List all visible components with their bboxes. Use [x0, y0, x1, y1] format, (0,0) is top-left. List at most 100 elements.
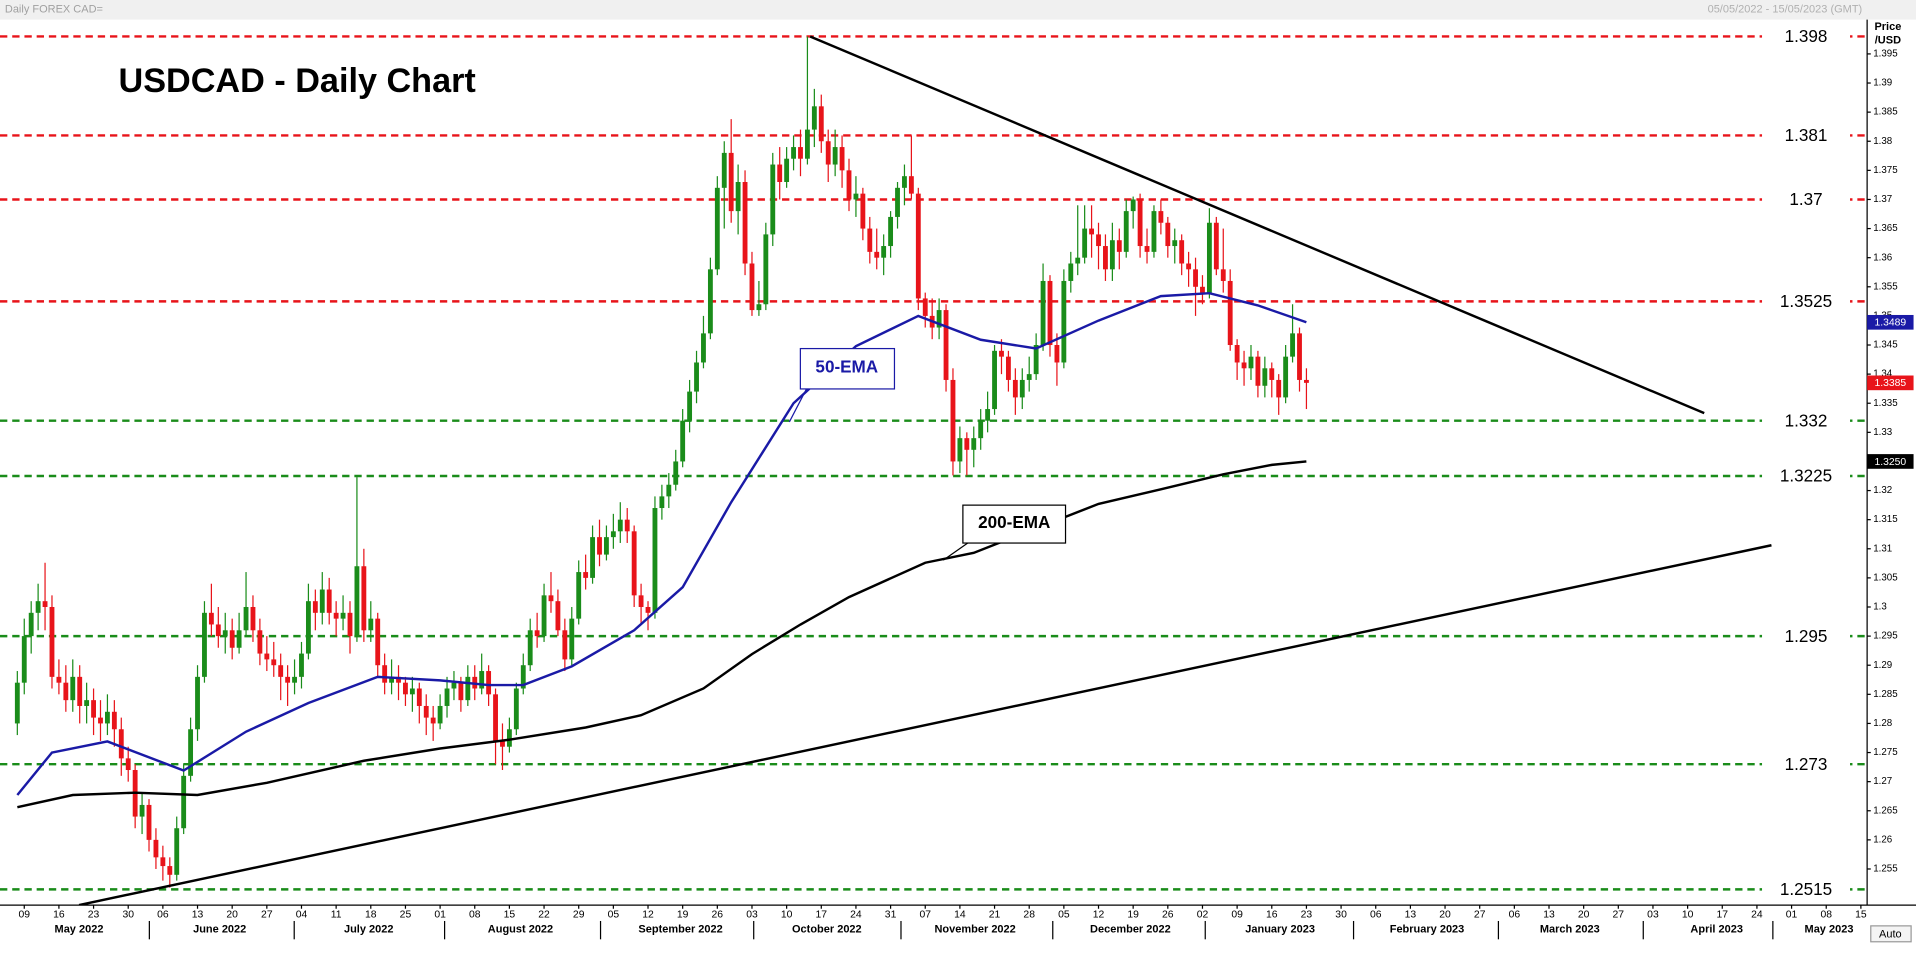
candle-body	[285, 676, 291, 683]
candle-body	[125, 758, 131, 771]
level-label-bg	[1762, 466, 1851, 486]
x-tick-label: 31	[885, 910, 897, 921]
candle-body	[597, 537, 602, 555]
candle-body	[1269, 368, 1275, 380]
annotation-label: 50-EMA	[815, 358, 878, 377]
candle-body	[319, 589, 325, 613]
candle-body	[14, 682, 20, 724]
candle-body	[243, 606, 249, 631]
candle-body	[215, 624, 221, 637]
x-tick-label: 09	[1231, 910, 1243, 921]
x-tick-label: 03	[746, 910, 758, 921]
y-tick-label: 1.27	[1873, 776, 1892, 787]
axes: 1.3981.3811.371.35251.3321.32251.2951.27…	[18, 26, 1914, 940]
month-label: March 2023	[1540, 923, 1600, 935]
candle-body	[1019, 379, 1025, 398]
annotation-pointer	[788, 388, 808, 423]
level-label: 1.3525	[1780, 292, 1832, 311]
y-tick-label: 1.335	[1873, 398, 1898, 409]
candle-body	[1227, 280, 1233, 346]
level-label-bg	[1762, 189, 1851, 210]
candle-body	[978, 420, 984, 439]
candle-body	[1151, 211, 1157, 252]
candle-body	[527, 630, 533, 666]
candle-body	[389, 676, 395, 683]
x-tick-label: 06	[1370, 910, 1382, 921]
candle-body	[146, 804, 152, 840]
candle-body	[534, 630, 540, 637]
x-tick-label: 12	[1093, 910, 1105, 921]
y-tick-label: 1.255	[1873, 864, 1898, 875]
month-label: June 2022	[193, 923, 246, 935]
y-tick-label: 1.285	[1873, 689, 1898, 700]
candle-body	[91, 700, 96, 718]
x-tick-label: 26	[1162, 910, 1174, 921]
candle-body	[645, 606, 651, 613]
candle-body	[84, 700, 90, 706]
candle-body	[98, 717, 103, 724]
x-tick-label: 23	[1301, 910, 1313, 921]
trendline	[809, 35, 1705, 415]
x-tick-label: 27	[1474, 910, 1486, 921]
candle-body	[604, 537, 609, 555]
candle-body	[188, 729, 194, 776]
month-label: January 2023	[1245, 923, 1315, 935]
ema-tag: 1.3489	[1874, 318, 1906, 329]
candle-body	[437, 705, 443, 724]
y-tick-label: 1.36	[1873, 252, 1892, 263]
candle-body	[908, 176, 914, 194]
candle-body	[257, 630, 263, 654]
annotation-label: 200-EMA	[978, 513, 1050, 532]
candle-body	[763, 234, 769, 305]
y-tick-label: 1.315	[1873, 514, 1898, 525]
ema-line	[16, 291, 1307, 796]
candle-body	[500, 740, 505, 747]
candle-body	[21, 636, 27, 683]
candle-body	[1040, 280, 1046, 346]
candle-body	[292, 676, 297, 683]
x-tick-label: 24	[850, 910, 862, 921]
x-tick-label: 15	[1855, 910, 1867, 921]
candle-body	[1103, 246, 1108, 270]
candle-body	[486, 671, 492, 695]
candle-body	[617, 519, 623, 532]
x-tick-label: 10	[781, 910, 793, 921]
candle-body	[111, 711, 117, 730]
ema-tag: 1.3250	[1874, 457, 1906, 468]
candle-body	[139, 804, 145, 817]
candle-body	[77, 676, 83, 706]
candle-body	[396, 676, 401, 683]
candle-body	[985, 409, 991, 421]
candle-body	[541, 595, 547, 637]
y-tick-label: 1.31	[1873, 543, 1892, 554]
candle-body	[735, 181, 741, 212]
y-tick-label: 1.34	[1873, 369, 1893, 380]
auto-button[interactable]	[1870, 925, 1912, 943]
y-tick-label: 1.385	[1873, 107, 1898, 118]
candle-body	[333, 612, 339, 619]
x-tick-label: 14	[954, 910, 966, 921]
month-label: August 2022	[488, 923, 553, 935]
level-label-bg	[1762, 626, 1851, 646]
y-tick-label: 1.37	[1873, 194, 1892, 205]
y-tick-label: 1.375	[1873, 165, 1898, 176]
level-label: 1.273	[1785, 755, 1828, 774]
y-tick-label: 1.38	[1873, 136, 1892, 147]
candle-body	[576, 572, 582, 619]
ema-tag-bg	[1867, 454, 1914, 469]
x-tick-label: 12	[642, 910, 654, 921]
candle-body	[1109, 240, 1115, 270]
plot-area	[0, 35, 1868, 906]
candle-body	[1158, 211, 1164, 223]
candle-body	[874, 251, 880, 258]
candle-body	[409, 688, 415, 695]
candle-body	[590, 537, 595, 578]
x-tick-label: 26	[712, 910, 724, 921]
auto-button-label[interactable]: Auto	[1879, 928, 1902, 940]
candle-body	[707, 269, 713, 334]
month-label: April 2023	[1690, 923, 1743, 935]
candle-body	[548, 595, 554, 602]
y-tick-label: 1.29	[1873, 660, 1892, 671]
candle-body	[513, 688, 519, 730]
